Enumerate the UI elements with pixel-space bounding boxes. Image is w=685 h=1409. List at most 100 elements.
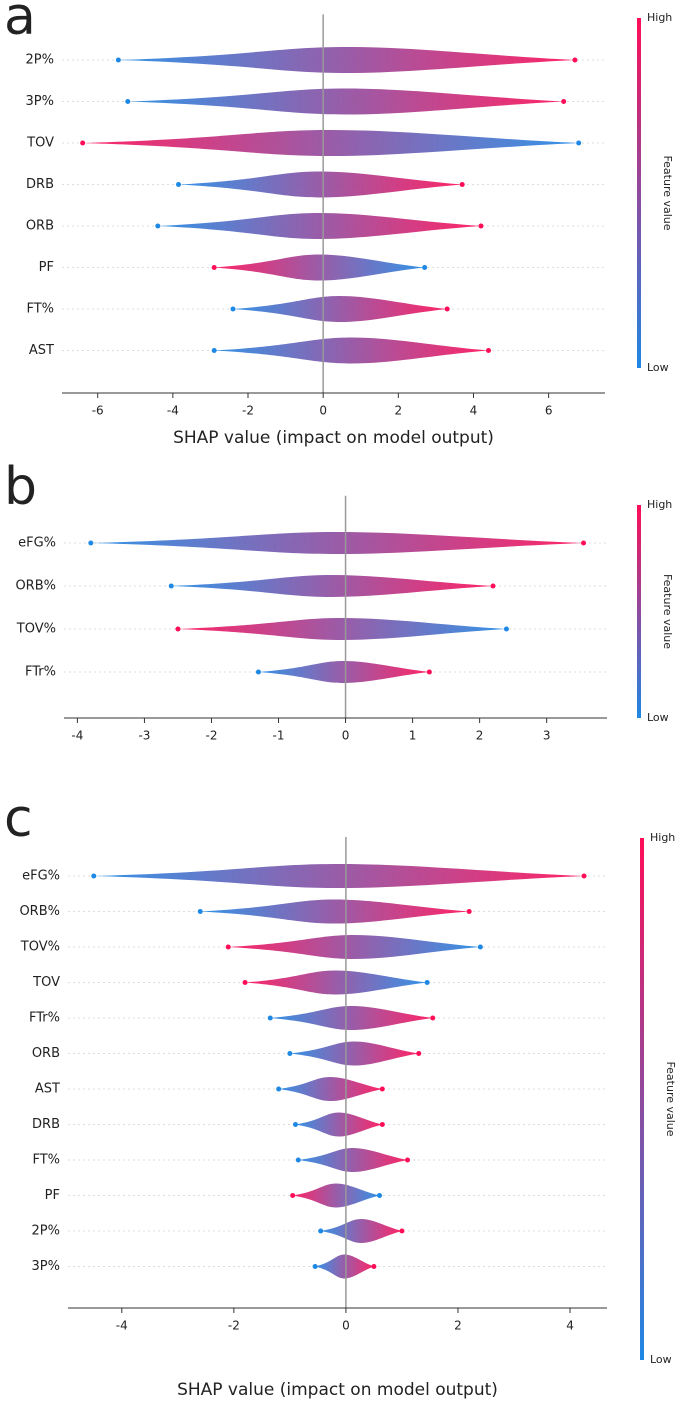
beeswarm xyxy=(245,970,428,995)
colorbar xyxy=(640,838,644,1360)
max-point xyxy=(430,1015,436,1021)
x-tick-label: -3 xyxy=(138,729,150,743)
x-tick-label: 4 xyxy=(566,1319,574,1333)
min-point xyxy=(290,1193,296,1198)
min-point xyxy=(155,223,161,229)
feature-label: PF xyxy=(45,1188,60,1203)
max-point xyxy=(377,1193,383,1198)
x-tick-label: -4 xyxy=(167,404,179,418)
max-point xyxy=(490,583,496,589)
feature-label: PF xyxy=(39,260,54,275)
beeswarm xyxy=(157,213,481,239)
x-tick-label: 0 xyxy=(342,1319,350,1333)
x-axis-label: SHAP value (impact on model output) xyxy=(173,428,494,448)
x-tick-label: 0 xyxy=(319,404,327,418)
min-point xyxy=(292,1122,298,1127)
x-tick-label: -6 xyxy=(92,404,104,418)
feature-label: FT% xyxy=(32,1153,60,1168)
max-point xyxy=(426,669,432,675)
feature-label: AST xyxy=(35,1082,60,1097)
max-point xyxy=(561,99,567,104)
x-tick-label: -4 xyxy=(71,729,83,743)
beeswarm xyxy=(258,661,430,683)
colorbar-low: Low xyxy=(650,1353,672,1366)
min-point xyxy=(225,944,231,950)
feature-label: ORB xyxy=(32,1046,60,1061)
min-point xyxy=(197,909,203,914)
beeswarm xyxy=(171,575,494,597)
colorbar-low: Low xyxy=(647,711,669,724)
x-tick-label: -2 xyxy=(242,404,254,418)
panel-label: b xyxy=(4,457,37,517)
max-point xyxy=(576,140,582,146)
feature-label: 3P% xyxy=(26,94,54,109)
min-point xyxy=(175,182,181,187)
x-tick-label: -4 xyxy=(116,1319,128,1333)
beeswarm xyxy=(278,1077,383,1101)
max-point xyxy=(399,1228,405,1234)
feature-label: TOV xyxy=(32,975,60,990)
feature-label: eFG% xyxy=(18,536,56,551)
beeswarm xyxy=(320,1219,402,1243)
min-point xyxy=(88,540,94,546)
max-point xyxy=(486,348,492,353)
min-point xyxy=(267,1015,273,1021)
min-point xyxy=(242,980,248,985)
max-point xyxy=(477,944,483,950)
max-point xyxy=(444,306,450,312)
beeswarm xyxy=(298,1148,408,1172)
x-tick-label: 6 xyxy=(545,404,553,418)
beeswarm xyxy=(177,618,507,640)
feature-label: FTr% xyxy=(25,665,56,680)
min-point xyxy=(295,1157,301,1163)
beeswarm xyxy=(178,171,463,198)
min-point xyxy=(115,57,121,63)
feature-label: FTr% xyxy=(29,1011,60,1026)
x-tick-label: 2 xyxy=(476,729,484,743)
colorbar-label: Feature value xyxy=(661,155,674,230)
min-point xyxy=(255,669,261,675)
colorbar-low: Low xyxy=(647,361,669,374)
min-point xyxy=(175,626,181,632)
min-point xyxy=(230,306,236,312)
beeswarm xyxy=(232,296,448,322)
colorbar-label: Feature value xyxy=(661,574,674,649)
min-point xyxy=(318,1228,324,1234)
beeswarm xyxy=(90,532,584,554)
feature-label: DRB xyxy=(26,177,54,192)
beeswarm xyxy=(228,935,481,959)
max-point xyxy=(371,1264,377,1269)
max-point xyxy=(459,182,465,187)
feature-label: 2P% xyxy=(26,53,54,68)
feature-label: FT% xyxy=(26,302,54,317)
beeswarm xyxy=(289,1041,419,1066)
max-point xyxy=(581,540,587,546)
x-tick-label: 3 xyxy=(543,729,551,743)
feature-label: DRB xyxy=(32,1117,60,1132)
beeswarm xyxy=(270,1006,433,1030)
feature-label: eFG% xyxy=(22,869,60,884)
max-point xyxy=(466,909,472,914)
min-point xyxy=(211,348,217,353)
beeswarm xyxy=(295,1112,383,1137)
beeswarm xyxy=(214,254,425,281)
min-point xyxy=(125,99,131,104)
colorbar-high: High xyxy=(647,498,672,511)
max-point xyxy=(503,626,509,632)
beeswarm xyxy=(214,337,489,364)
feature-label: AST xyxy=(29,343,54,358)
x-tick-label: -1 xyxy=(273,729,285,743)
feature-label: 2P% xyxy=(32,1224,60,1239)
beeswarm xyxy=(292,1183,380,1208)
x-tick-label: 1 xyxy=(409,729,417,743)
colorbar-high: High xyxy=(650,831,675,844)
feature-label: TOV% xyxy=(20,940,60,955)
colorbar-label: Feature value xyxy=(664,1061,677,1136)
min-point xyxy=(211,265,217,270)
max-point xyxy=(416,1051,422,1056)
min-point xyxy=(287,1051,293,1056)
max-point xyxy=(379,1086,385,1092)
beeswarm xyxy=(200,899,470,924)
max-point xyxy=(581,873,587,879)
